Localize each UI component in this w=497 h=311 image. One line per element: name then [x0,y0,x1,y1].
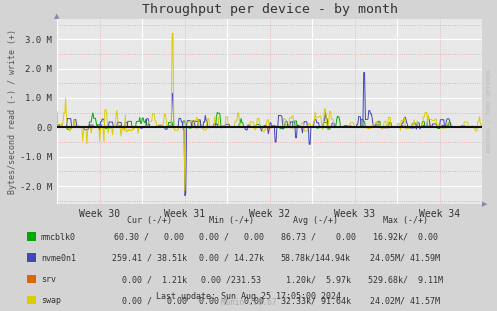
Text: 32.33k/ 91.64k: 32.33k/ 91.64k [281,296,350,305]
Text: Cur (-/+): Cur (-/+) [127,216,171,225]
Text: 24.05M/ 41.59M: 24.05M/ 41.59M [370,254,440,263]
Text: Min (-/+): Min (-/+) [209,216,253,225]
Text: ▶: ▶ [482,201,488,207]
Text: Munin 2.0.67: Munin 2.0.67 [221,298,276,307]
Text: RRDTOOL / TOBI OETIKER: RRDTOOL / TOBI OETIKER [486,70,491,152]
Title: Throughput per device - by month: Throughput per device - by month [142,3,398,16]
Text: nvme0n1: nvme0n1 [41,254,76,263]
Text: 58.78k/144.94k: 58.78k/144.94k [281,254,350,263]
Text: srv: srv [41,275,56,284]
Text: 259.41 / 38.51k: 259.41 / 38.51k [112,254,186,263]
Text: 0.00 /231.53: 0.00 /231.53 [201,275,261,284]
Text: ▲: ▲ [55,13,60,19]
Text: Last update: Sun Aug 25 17:05:00 2024: Last update: Sun Aug 25 17:05:00 2024 [156,292,341,300]
Text: 0.00 /  1.21k: 0.00 / 1.21k [112,275,186,284]
Text: 0.00 / 14.27k: 0.00 / 14.27k [199,254,263,263]
Text: Max (-/+): Max (-/+) [383,216,427,225]
Text: 0.00 /   0.00: 0.00 / 0.00 [112,296,186,305]
Text: Avg (-/+): Avg (-/+) [293,216,338,225]
Text: 60.30 /   0.00: 60.30 / 0.00 [114,233,184,242]
Text: 0.00 /   0.00: 0.00 / 0.00 [199,233,263,242]
Text: swap: swap [41,296,61,305]
Text: 1.20k/  5.97k: 1.20k/ 5.97k [281,275,350,284]
Text: 16.92k/  0.00: 16.92k/ 0.00 [373,233,437,242]
Text: 86.73 /    0.00: 86.73 / 0.00 [276,233,355,242]
Y-axis label: Bytes/second read (-) / write (+): Bytes/second read (-) / write (+) [8,29,17,194]
Text: 24.02M/ 41.57M: 24.02M/ 41.57M [370,296,440,305]
Text: mmcblk0: mmcblk0 [41,233,76,242]
Text: 0.00 /   0.00: 0.00 / 0.00 [199,296,263,305]
Text: 529.68k/  9.11M: 529.68k/ 9.11M [368,275,442,284]
